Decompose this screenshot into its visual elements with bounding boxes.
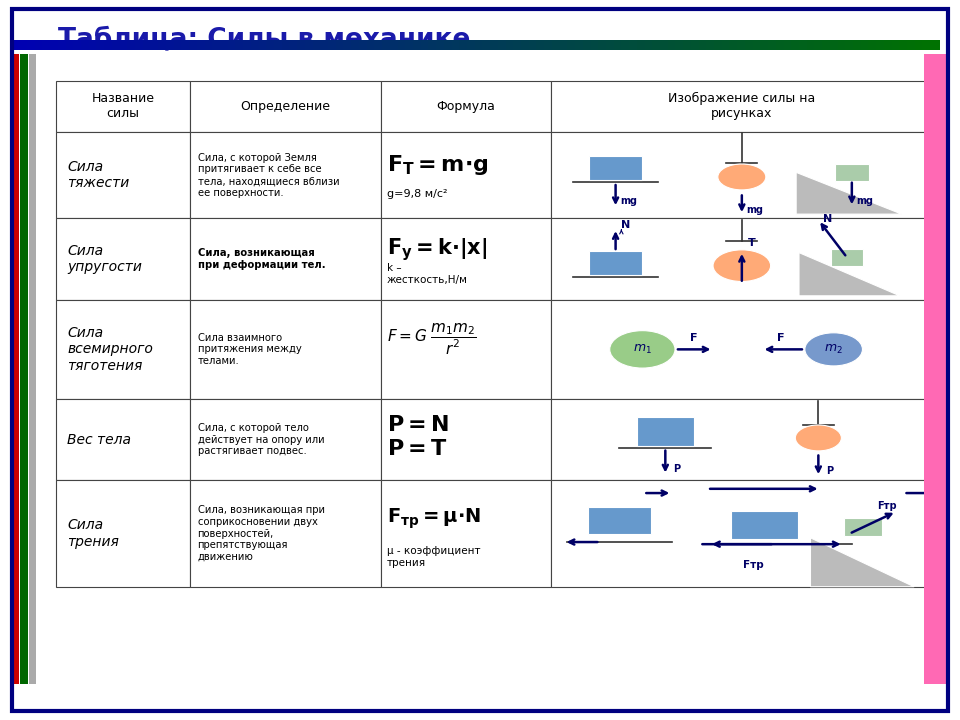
Bar [835,164,869,181]
Bar [56,132,190,218]
Bar [636,417,694,446]
Bar [56,399,190,480]
Bar [550,300,933,399]
Bar [190,300,381,399]
Text: $\mathbf{F_y = k{\cdot}|x|}$: $\mathbf{F_y = k{\cdot}|x|}$ [387,236,487,263]
Ellipse shape [795,425,841,451]
Bar [381,480,550,587]
Text: F: F [777,333,784,343]
Bar [190,399,381,480]
Ellipse shape [718,164,766,190]
Bar [381,81,550,132]
Text: P: P [673,464,681,474]
Bar [56,480,190,587]
Text: Сила, с которой Земля
притягивает к себе все
тела, находящиеся вблизи
ее поверхн: Сила, с которой Земля притягивает к себе… [198,153,339,197]
Bar [589,251,642,275]
Bar [550,399,933,480]
Text: P: P [827,466,833,475]
Text: Сила
трения: Сила трения [67,518,119,549]
Text: Название
силы: Название силы [91,92,155,120]
Ellipse shape [804,333,862,366]
Bar [56,218,190,300]
Text: Таблица: Силы в механике: Таблица: Силы в механике [58,27,470,53]
Text: mg: mg [855,196,873,206]
Text: $m_1$: $m_1$ [633,343,652,356]
Bar [550,480,933,587]
Text: T: T [748,238,756,248]
Bar [588,507,651,534]
Text: Формула: Формула [437,100,495,113]
Text: Вес тела: Вес тела [67,433,132,446]
Polygon shape [810,538,914,587]
Bar [190,81,381,132]
Text: $\mathbf{F_T =m{\cdot}g}$: $\mathbf{F_T =m{\cdot}g}$ [387,153,489,177]
Bar [381,399,550,480]
Text: mg: mg [620,196,637,206]
Text: Сила, возникающая при
соприкосновении двух
поверхностей,
препятствующая
движению: Сила, возникающая при соприкосновении дв… [198,505,324,562]
Bar [844,518,882,536]
Bar [190,480,381,587]
Text: F: F [690,333,698,343]
Text: N: N [824,214,832,224]
Text: Сила
всемирного
тяготения: Сила всемирного тяготения [67,326,153,372]
Polygon shape [796,172,901,214]
Bar [381,300,550,399]
Text: N: N [620,220,630,230]
Text: mg: mg [746,204,763,215]
Text: $\mathbf{P = N}$: $\mathbf{P = N}$ [387,415,449,435]
Bar [732,511,799,539]
Text: $F =G\;\dfrac{m_1 m_2}{r^2}$: $F =G\;\dfrac{m_1 m_2}{r^2}$ [387,322,476,357]
Text: Определение: Определение [241,100,330,113]
Bar [550,132,933,218]
Text: Fтр: Fтр [877,501,897,510]
Text: Сила, возникающая
при деформации тел.: Сила, возникающая при деформации тел. [198,248,325,270]
Text: $\mathbf{P = T}$: $\mathbf{P = T}$ [387,439,447,459]
Bar [190,132,381,218]
Text: $m_2$: $m_2$ [825,343,843,356]
Text: k –
жесткость,Н/м: k – жесткость,Н/м [387,263,468,284]
Text: Сила, с которой тело
действует на опору или
растягивает подвес.: Сила, с которой тело действует на опору … [198,423,324,456]
Polygon shape [799,253,900,296]
Text: Сила взаимного
притяжения между
телами.: Сила взаимного притяжения между телами. [198,333,301,366]
Bar [550,218,933,300]
Bar [589,156,642,180]
Text: μ - коэффициент
трения: μ - коэффициент трения [387,546,480,568]
Bar [831,249,863,266]
Text: g=9,8 м/с²: g=9,8 м/с² [387,189,447,199]
Text: Сила
тяжести: Сила тяжести [67,160,130,190]
Text: Сила
упругости: Сила упругости [67,244,142,274]
Bar [381,218,550,300]
Ellipse shape [713,250,771,282]
Ellipse shape [610,330,675,368]
Bar [550,81,933,132]
Bar [381,132,550,218]
Bar [190,218,381,300]
Bar [56,300,190,399]
Text: Изображение силы на
рисунках: Изображение силы на рисунках [668,92,815,120]
Text: $\mathbf{F_{тр} = \mu{\cdot}N}$: $\mathbf{F_{тр} = \mu{\cdot}N}$ [387,506,481,531]
Text: Fтр: Fтр [743,560,763,570]
Bar [56,81,190,132]
